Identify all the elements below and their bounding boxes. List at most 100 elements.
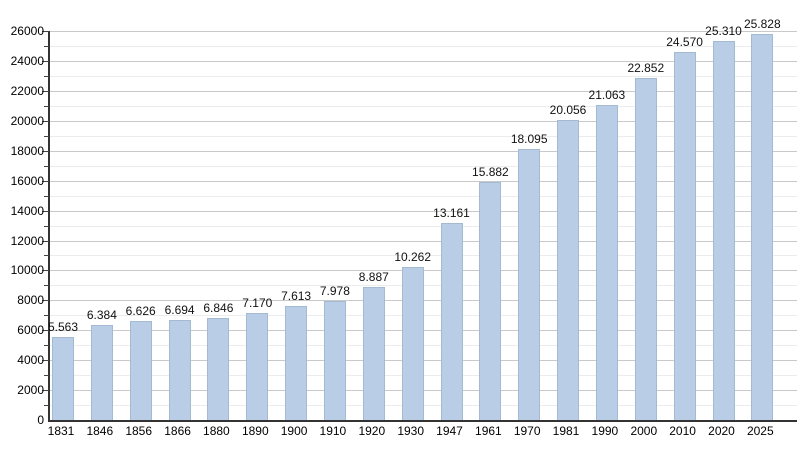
x-tick-label: 1880 — [203, 424, 230, 438]
x-tick-label: 1930 — [397, 424, 425, 438]
gridline-major — [50, 150, 797, 152]
bar-value-label: 24.570 — [666, 35, 703, 50]
x-tick-label: 2025 — [746, 424, 774, 438]
bar-2010 — [673, 52, 696, 420]
bar-value-label: 6.626 — [125, 303, 156, 318]
y-tick-label: 2000 — [17, 383, 44, 398]
bar-value-label: 6.694 — [164, 302, 195, 317]
gridline-minor — [50, 195, 797, 197]
bar-value-label: 7.978 — [319, 283, 350, 298]
gridline-minor — [50, 135, 797, 137]
y-axis-tick — [42, 31, 49, 32]
y-axis-tick — [42, 150, 49, 152]
bar-1961 — [479, 182, 502, 420]
gridline-major — [50, 210, 797, 212]
y-axis-tick — [44, 165, 49, 167]
y-axis-tick — [42, 90, 49, 92]
y-tick-label: 4000 — [17, 353, 44, 368]
bar-1846 — [90, 324, 113, 420]
y-tick-label: 18000 — [10, 143, 44, 158]
y-tick-label: 10000 — [10, 263, 44, 278]
x-tick-label: 2020 — [708, 424, 735, 438]
x-tick-label: 2000 — [630, 424, 658, 438]
y-axis-tick — [44, 375, 49, 377]
x-tick-label: 1890 — [241, 424, 269, 438]
y-axis-tick — [42, 390, 49, 392]
y-tick-label: 26000 — [10, 24, 44, 38]
gridline-major — [50, 180, 797, 182]
bar-value-label: 25.310 — [705, 24, 742, 39]
gridline-major — [50, 60, 797, 62]
bar-1990 — [595, 104, 618, 420]
gridline-minor — [50, 105, 797, 107]
bar-value-label: 6.846 — [203, 300, 234, 315]
y-axis-tick — [44, 345, 49, 347]
gridline-major — [50, 90, 797, 92]
y-axis-tick — [44, 75, 49, 77]
bar-1930 — [401, 266, 424, 420]
y-axis-tick — [42, 330, 49, 332]
x-tick-label: 1920 — [358, 424, 386, 438]
y-axis-tick — [44, 285, 49, 287]
y-axis-tick — [44, 255, 49, 257]
x-tick-label: 1831 — [47, 424, 75, 438]
x-tick-label: 1846 — [86, 424, 114, 438]
bar-value-label: 8.887 — [358, 270, 389, 284]
x-tick-label: 1970 — [513, 424, 541, 438]
x-tick-label: 1961 — [475, 424, 502, 438]
y-tick-label: 16000 — [10, 173, 44, 188]
bar-1970 — [518, 149, 541, 420]
gridline-minor — [50, 75, 797, 77]
y-axis-tick — [42, 240, 49, 242]
gridline-major — [50, 240, 797, 242]
bar-value-label: 25.828 — [743, 16, 781, 31]
bar-value-label: 22.852 — [627, 61, 665, 76]
y-axis-tick — [44, 135, 49, 137]
x-tick-label: 1990 — [591, 424, 619, 438]
bar-1920 — [362, 287, 385, 420]
y-tick-label: 22000 — [10, 83, 44, 98]
y-tick-label: 24000 — [10, 53, 44, 68]
y-tick-label: 20000 — [10, 113, 44, 128]
y-axis-tick — [42, 270, 49, 272]
y-axis-tick — [42, 300, 49, 302]
bar-1866 — [168, 319, 191, 420]
bar-2020 — [712, 41, 735, 420]
y-axis-tick — [42, 210, 49, 212]
gridline-major — [50, 31, 797, 32]
y-axis-tick — [42, 180, 49, 182]
bar-1831 — [52, 336, 74, 420]
y-axis-tick — [44, 195, 49, 197]
x-tick-label: 1856 — [125, 424, 153, 438]
bar-1880 — [207, 317, 230, 420]
bar-value-label: 7.170 — [242, 295, 273, 310]
bar-value-label: 5.563 — [47, 319, 79, 334]
y-tick-label: 6000 — [17, 323, 44, 338]
bar-2000 — [634, 78, 657, 420]
x-tick-label: 1900 — [280, 424, 308, 438]
bar-value-label: 20.056 — [549, 102, 587, 117]
gridline-minor — [50, 165, 797, 167]
plot-area: 5.563 6.384 6.626 6.694 6.846 7.170 7.613 7.978… — [42, 17, 797, 422]
bar-1910 — [323, 300, 346, 420]
bar-value-label: 21.063 — [588, 87, 626, 102]
bar-1947 — [440, 223, 463, 420]
bar-value-label: 10.262 — [394, 249, 432, 264]
y-axis-tick — [44, 225, 49, 227]
bar-value-label: 15.882 — [472, 165, 509, 180]
y-tick-label: 8000 — [17, 293, 44, 308]
y-tick-label: 0 — [37, 413, 44, 427]
x-tick-label: 2010 — [669, 424, 696, 438]
y-axis-tick — [42, 60, 49, 62]
y-tick-label: 12000 — [10, 233, 44, 248]
bar-value-label: 6.384 — [86, 307, 117, 322]
bar-1900 — [285, 306, 308, 420]
x-tick-label: 1866 — [164, 424, 191, 438]
x-tick-label: 1910 — [319, 424, 347, 438]
bar-1981 — [557, 119, 579, 420]
bar-value-label: 13.161 — [433, 206, 470, 221]
bar-value-label: 7.613 — [281, 289, 312, 304]
y-axis-tick — [44, 405, 49, 406]
y-tick-label: 14000 — [10, 203, 44, 218]
